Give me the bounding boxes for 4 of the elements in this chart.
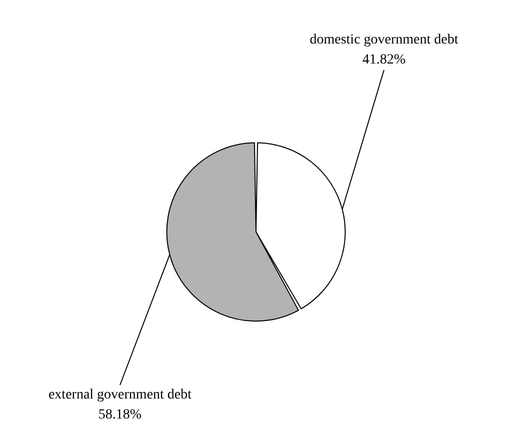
- slice-label: external government debt: [48, 388, 192, 402]
- data-label: 41.82%: [362, 52, 406, 68]
- data-label: 58.18%: [98, 408, 142, 422]
- slice-label: domestic government debt: [310, 32, 458, 48]
